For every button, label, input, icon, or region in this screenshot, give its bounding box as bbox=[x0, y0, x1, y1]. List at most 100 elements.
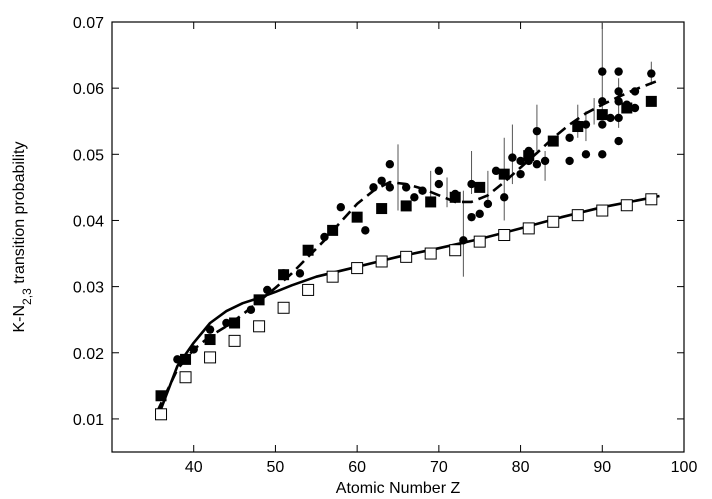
filled-square-point bbox=[400, 200, 412, 212]
filled-circle-point bbox=[336, 203, 345, 212]
filled-circle-point bbox=[647, 69, 656, 78]
open-square-point bbox=[155, 408, 168, 421]
x-axis-title: Atomic Number Z bbox=[336, 480, 461, 497]
filled-circle-point bbox=[467, 212, 476, 222]
y-tick-label: 0.03 bbox=[73, 280, 104, 297]
filled-circle-point bbox=[532, 126, 542, 136]
open-square-point bbox=[645, 193, 658, 206]
filled-circle-point bbox=[606, 113, 615, 123]
filled-circle-point bbox=[598, 150, 607, 159]
y-axis-title-rest: transition probability bbox=[11, 142, 28, 289]
data-markers bbox=[155, 67, 658, 421]
filled-square-point bbox=[351, 211, 363, 223]
filled-circle-point bbox=[630, 87, 640, 96]
filled-circle-point bbox=[361, 226, 370, 235]
filled-circle-point bbox=[581, 120, 591, 129]
filled-circle-point bbox=[401, 183, 411, 192]
y-tick-label: 0.07 bbox=[73, 15, 104, 32]
filled-square-point bbox=[572, 121, 584, 133]
filled-circle-point bbox=[263, 285, 272, 295]
y-tick-label: 0.05 bbox=[73, 147, 104, 164]
filled-square-point bbox=[596, 109, 608, 121]
filled-circle-point bbox=[598, 97, 607, 106]
filled-square-point bbox=[180, 353, 192, 365]
y-axis-title-main: K-N bbox=[11, 305, 28, 333]
filled-square-point bbox=[302, 244, 314, 256]
filled-circle-point bbox=[516, 156, 525, 166]
filled-circle-point bbox=[369, 183, 378, 192]
plot-frame bbox=[111, 21, 685, 453]
filled-circle-point bbox=[459, 236, 468, 245]
filled-circle-point bbox=[598, 120, 607, 129]
filled-circle-point bbox=[434, 179, 444, 189]
open-square-point bbox=[571, 209, 584, 222]
open-square-point bbox=[351, 262, 364, 275]
x-tick-label: 100 bbox=[671, 459, 698, 476]
open-square-point bbox=[277, 301, 290, 314]
error-bars bbox=[397, 22, 652, 277]
filled-square-point bbox=[547, 135, 559, 147]
open-square-point bbox=[179, 371, 192, 384]
filled-circle-point bbox=[385, 160, 395, 169]
open-square-point bbox=[253, 320, 266, 333]
filled-square-point bbox=[474, 181, 486, 193]
filled-circle-point bbox=[565, 156, 574, 166]
filled-circle-point bbox=[614, 87, 623, 96]
filled-circle-point bbox=[410, 193, 419, 202]
y-tick-label: 0.04 bbox=[73, 213, 104, 230]
open-square-point bbox=[228, 334, 241, 347]
filled-circle-point bbox=[418, 186, 427, 195]
x-tick-label: 50 bbox=[267, 459, 285, 476]
filled-circle-point bbox=[434, 166, 444, 176]
filled-circle-point bbox=[320, 232, 329, 242]
filled-square-point bbox=[229, 317, 241, 329]
y-axis-title-subscript: 2,3 bbox=[20, 288, 34, 305]
open-square-point bbox=[400, 250, 413, 263]
open-square-point bbox=[498, 229, 511, 242]
y-tick-label: 0.01 bbox=[73, 412, 104, 429]
filled-circle-point bbox=[614, 67, 623, 76]
filled-circle-point bbox=[385, 183, 395, 192]
filled-square-point bbox=[621, 102, 633, 114]
x-tick-label: 80 bbox=[512, 459, 530, 476]
filled-circle-point bbox=[581, 150, 591, 159]
filled-circle-point bbox=[295, 269, 305, 278]
y-tick-label: 0.06 bbox=[73, 81, 104, 98]
filled-circle-point bbox=[532, 160, 542, 169]
open-square-point bbox=[204, 351, 217, 364]
filled-circle-point bbox=[614, 97, 623, 106]
x-tick-label: 60 bbox=[348, 459, 366, 476]
filled-circle-point bbox=[377, 176, 386, 185]
filled-square-point bbox=[204, 334, 216, 346]
filled-circle-point bbox=[205, 325, 215, 334]
filled-circle-point bbox=[246, 305, 256, 314]
filled-circle-point bbox=[516, 169, 525, 179]
filled-circle-point bbox=[491, 166, 501, 176]
filled-circle-point bbox=[475, 209, 484, 219]
filled-circle-point bbox=[565, 133, 574, 142]
y-tick-label: 0.02 bbox=[73, 346, 104, 363]
filled-square-point bbox=[449, 191, 461, 203]
x-tick-label: 70 bbox=[430, 459, 448, 476]
filled-square-point bbox=[645, 95, 657, 107]
filled-circle-point bbox=[508, 153, 517, 162]
fit-curves bbox=[155, 78, 660, 413]
y-axis-ticks: 0.01 0.02 0.03 0.04 0.05 0.06 0.07 bbox=[73, 15, 684, 429]
open-square-point bbox=[473, 235, 486, 248]
filled-square-point bbox=[327, 224, 339, 236]
filled-circle-point bbox=[500, 193, 509, 202]
open-square-point bbox=[547, 215, 560, 228]
open-square-point bbox=[449, 244, 462, 257]
filled-circle-point bbox=[222, 318, 231, 328]
filled-circle-point bbox=[614, 136, 623, 146]
open-square-point bbox=[424, 247, 437, 260]
filled-circle-point bbox=[540, 156, 550, 166]
filled-circle-point bbox=[483, 199, 493, 209]
dashed-fit-line bbox=[155, 78, 660, 413]
filled-square-point bbox=[425, 196, 437, 208]
filled-square-point bbox=[253, 294, 265, 306]
x-tick-label: 40 bbox=[185, 459, 203, 476]
open-square-point bbox=[620, 199, 633, 212]
filled-square-point bbox=[523, 150, 535, 162]
